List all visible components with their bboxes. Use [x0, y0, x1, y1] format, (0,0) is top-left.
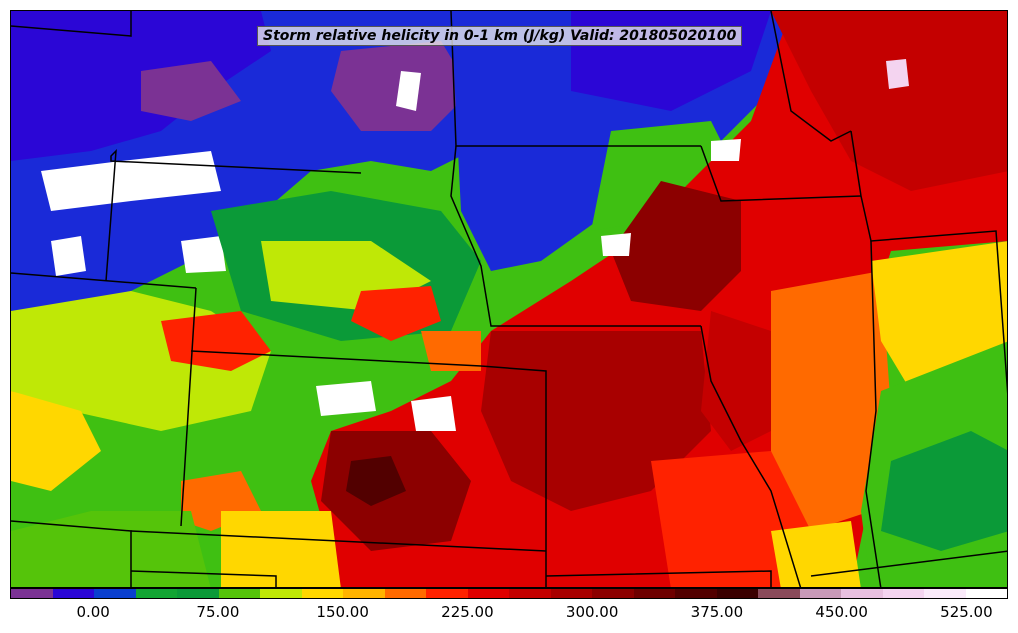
colorbar-segment [924, 589, 966, 598]
colorbar-tick-label: 0.00 [76, 603, 110, 621]
colorbar-segment [52, 589, 94, 598]
colorbar-tick-label: 450.00 [815, 603, 868, 621]
colorbar-segment [384, 589, 426, 598]
colorbar-segment [218, 589, 260, 598]
colorbar-segment [633, 589, 675, 598]
colorbar-tick-label: 75.00 [196, 603, 240, 621]
colorbar-segment [135, 589, 177, 598]
colorbar-tick-label: 225.00 [441, 603, 494, 621]
colorbar-segment [841, 589, 883, 598]
helicity-field [11, 11, 1007, 587]
colorbar-tick-label: 525.00 [940, 603, 993, 621]
colorbar-segment [301, 589, 343, 598]
colorbar-segment [260, 589, 302, 598]
colorbar-segment [882, 589, 924, 598]
colorbar [10, 588, 1008, 599]
colorbar-segment [11, 589, 53, 598]
colorbar-segment [177, 589, 219, 598]
colorbar-segment [426, 589, 468, 598]
colorbar-segment [509, 589, 551, 598]
colorbar-segment [675, 589, 717, 598]
colorbar-segment [467, 589, 509, 598]
colorbar-segment [592, 589, 634, 598]
map-title: Storm relative helicity in 0-1 km (J/kg)… [257, 26, 743, 46]
colorbar-segment [799, 589, 841, 598]
colorbar-tick-label: 300.00 [565, 603, 619, 621]
colorbar-segment [343, 589, 385, 598]
colorbar-segment [758, 589, 800, 598]
colorbar-tick-label: 375.00 [690, 603, 744, 621]
colorbar-segment [550, 589, 592, 598]
colorbar-segment [965, 589, 1007, 598]
colorbar-segment [94, 589, 136, 598]
colorbar-tick-label: 150.00 [316, 603, 369, 621]
colorbar-segment [716, 589, 758, 598]
helicity-map: Storm relative helicity in 0-1 km (J/kg)… [10, 10, 1008, 588]
